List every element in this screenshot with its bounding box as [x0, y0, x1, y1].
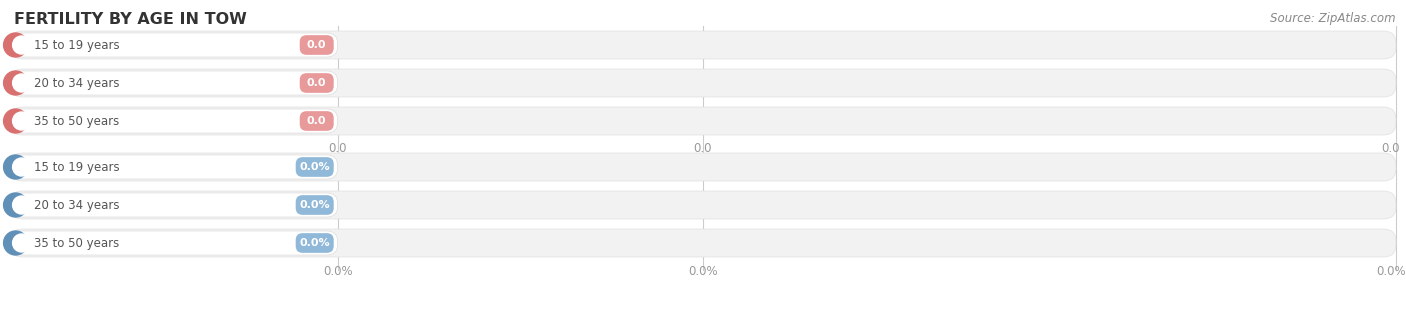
- Text: Source: ZipAtlas.com: Source: ZipAtlas.com: [1271, 12, 1396, 25]
- Circle shape: [13, 196, 31, 214]
- Circle shape: [13, 234, 31, 252]
- Text: 35 to 50 years: 35 to 50 years: [34, 237, 120, 249]
- Text: 0.0: 0.0: [307, 40, 326, 50]
- Circle shape: [13, 74, 31, 92]
- Text: 0.0: 0.0: [693, 142, 713, 155]
- FancyBboxPatch shape: [13, 33, 337, 57]
- Circle shape: [4, 109, 28, 133]
- Circle shape: [4, 71, 28, 95]
- Text: 0.0: 0.0: [307, 116, 326, 126]
- Circle shape: [4, 155, 28, 179]
- FancyBboxPatch shape: [295, 157, 333, 177]
- Text: 20 to 34 years: 20 to 34 years: [34, 199, 120, 212]
- FancyBboxPatch shape: [10, 153, 1396, 181]
- Text: FERTILITY BY AGE IN TOW: FERTILITY BY AGE IN TOW: [14, 12, 246, 27]
- Circle shape: [4, 231, 28, 255]
- Circle shape: [13, 112, 31, 130]
- Text: 0.0: 0.0: [307, 78, 326, 88]
- Text: 0.0: 0.0: [1382, 142, 1400, 155]
- FancyBboxPatch shape: [13, 231, 337, 255]
- Text: 0.0%: 0.0%: [299, 238, 330, 248]
- FancyBboxPatch shape: [10, 31, 1396, 59]
- Circle shape: [4, 193, 28, 217]
- Text: 0.0%: 0.0%: [299, 162, 330, 172]
- Circle shape: [13, 158, 31, 176]
- Circle shape: [4, 33, 28, 57]
- Text: 35 to 50 years: 35 to 50 years: [34, 115, 120, 127]
- FancyBboxPatch shape: [10, 107, 1396, 135]
- FancyBboxPatch shape: [295, 233, 333, 253]
- FancyBboxPatch shape: [10, 229, 1396, 257]
- FancyBboxPatch shape: [13, 109, 337, 133]
- FancyBboxPatch shape: [13, 155, 337, 179]
- FancyBboxPatch shape: [299, 73, 333, 93]
- FancyBboxPatch shape: [299, 111, 333, 131]
- Text: 20 to 34 years: 20 to 34 years: [34, 77, 120, 89]
- Text: 0.0%: 0.0%: [323, 265, 353, 278]
- FancyBboxPatch shape: [13, 193, 337, 217]
- Text: 0.0%: 0.0%: [1376, 265, 1406, 278]
- FancyBboxPatch shape: [10, 191, 1396, 219]
- FancyBboxPatch shape: [13, 71, 337, 95]
- Text: 15 to 19 years: 15 to 19 years: [34, 160, 120, 174]
- FancyBboxPatch shape: [10, 69, 1396, 97]
- Text: 0.0: 0.0: [329, 142, 347, 155]
- Circle shape: [13, 36, 31, 54]
- Text: 15 to 19 years: 15 to 19 years: [34, 39, 120, 51]
- Text: 0.0%: 0.0%: [299, 200, 330, 210]
- FancyBboxPatch shape: [299, 35, 333, 55]
- FancyBboxPatch shape: [295, 195, 333, 215]
- Text: 0.0%: 0.0%: [688, 265, 718, 278]
